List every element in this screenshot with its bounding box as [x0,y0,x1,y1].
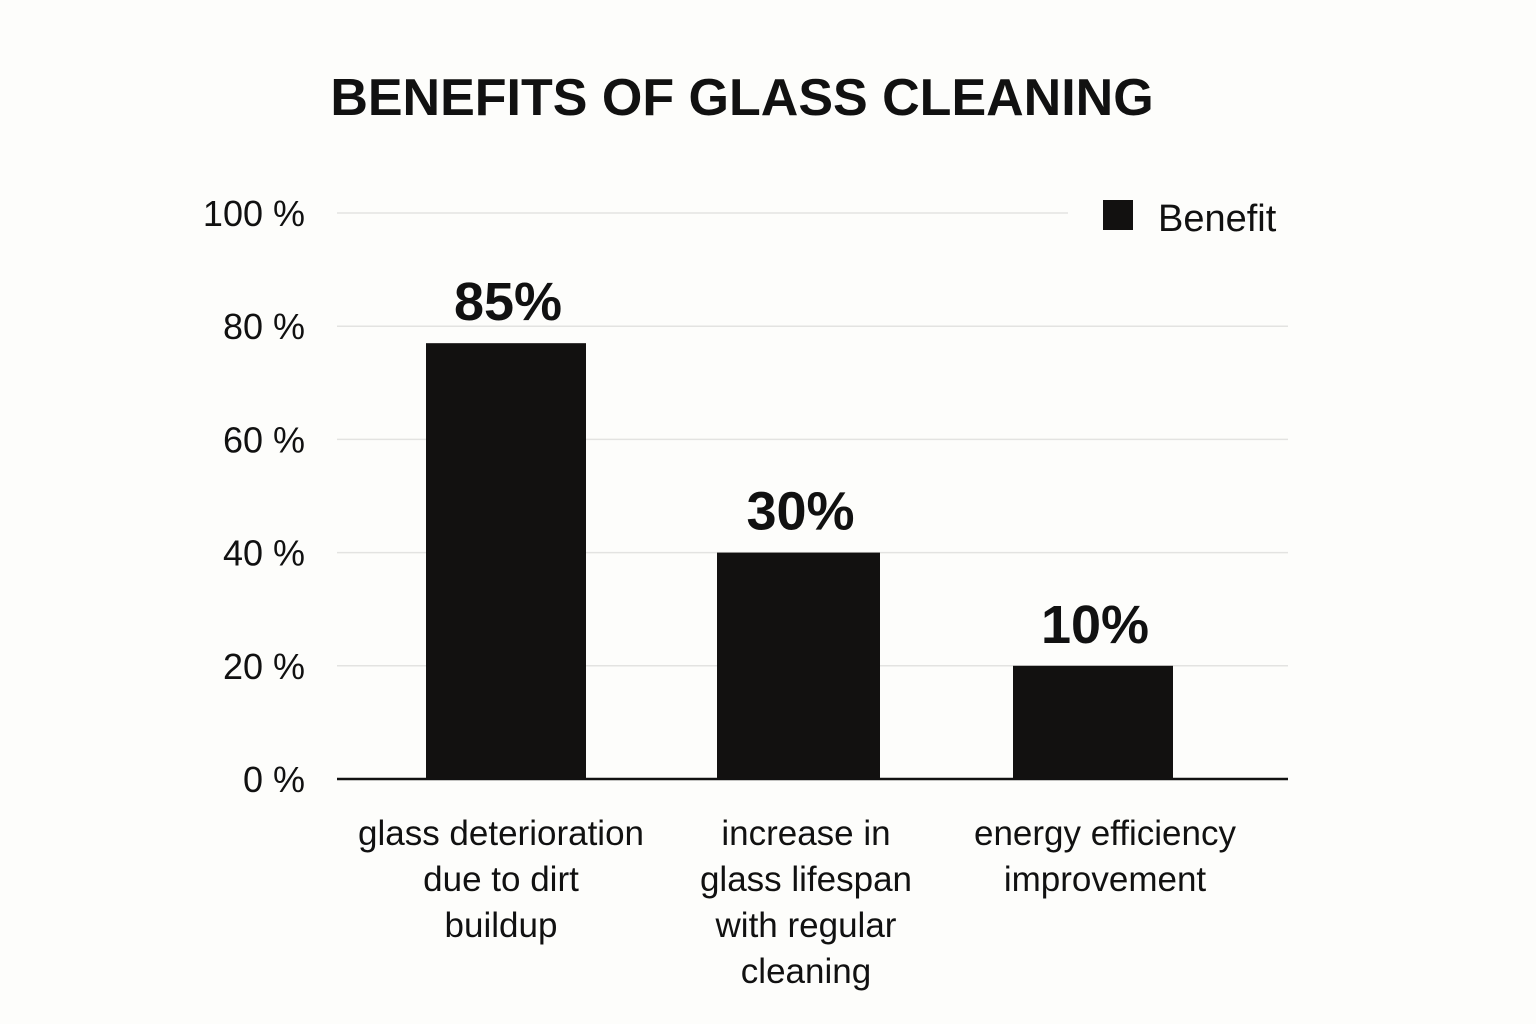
x-tick-label-line: with regular [715,906,897,945]
x-tick-label-line: energy efficiency [974,814,1237,853]
x-tick-label: energy efficiency improvement [974,814,1237,899]
data-label: 85% [454,272,562,332]
legend-label: Benefit [1158,198,1277,240]
x-tick-label: increase in glass lifespan with regular cle… [700,814,912,991]
x-tick-label: glass deterioration due to dirt buildup [358,814,644,945]
y-tick-label: 40 % [223,533,305,574]
x-tick-label-line: glass lifespan [700,860,912,899]
x-tick-label-line: due to dirt [423,860,579,899]
y-tick-label: 20 % [223,646,305,687]
bar [426,343,586,779]
x-tick-label-line: glass deterioration [358,814,644,853]
bars [426,343,1173,779]
x-tick-label-line: cleaning [741,952,871,991]
x-tick-label-line: improvement [1004,860,1207,899]
bar [717,552,880,779]
bar [1013,665,1173,779]
y-tick-label: 80 % [223,306,305,347]
y-tick-label: 100 % [203,193,305,234]
legend: Benefit [1103,198,1277,240]
y-tick-label: 0 % [243,759,305,800]
x-tick-label-line: buildup [445,906,558,945]
data-label: 30% [746,482,854,542]
y-tick-label: 60 % [223,419,305,460]
chart-title: BENEFITS OF GLASS CLEANING [330,69,1153,127]
labels: 0 % 20 % 40 % 60 % 80 % 100 % 85% 30% 10% glass d… [203,193,1237,991]
data-label: 10% [1041,595,1149,655]
legend-swatch [1103,200,1133,230]
x-tick-label-line: increase in [721,814,890,853]
